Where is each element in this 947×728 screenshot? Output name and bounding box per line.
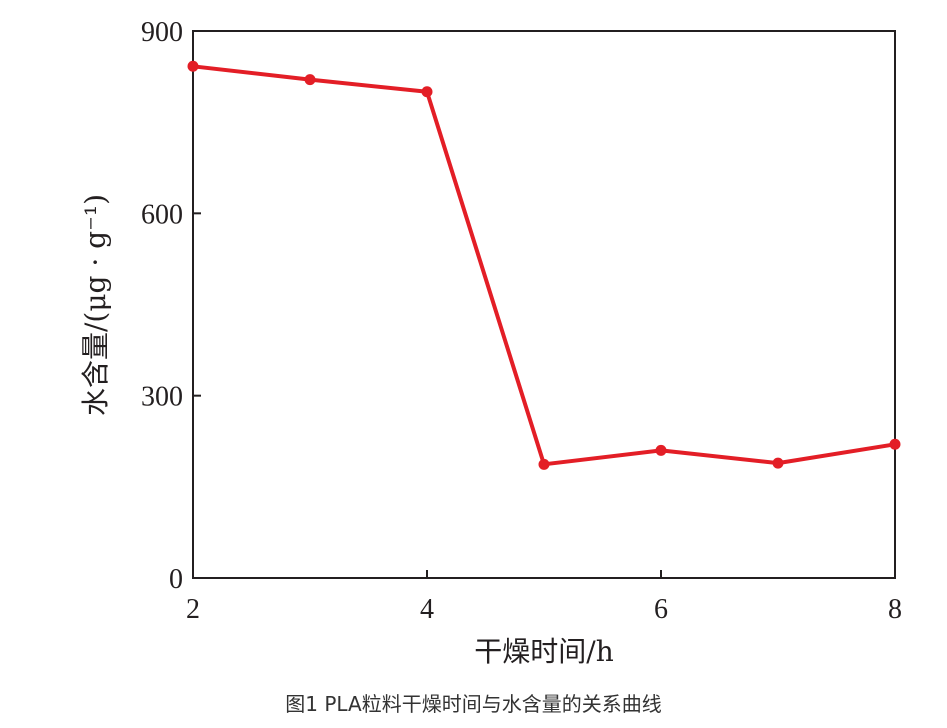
- y-axis-title: 水含量/(μg · g⁻¹): [79, 194, 112, 416]
- data-point: [304, 74, 316, 86]
- y-axis-ticks: 0 300 600 900: [141, 17, 201, 595]
- data-point: [187, 60, 199, 72]
- x-axis-title: 干燥时间/h: [474, 635, 613, 668]
- plot-frame: [192, 30, 896, 579]
- x-tick-label: 8: [888, 594, 902, 625]
- x-tick-label: 2: [186, 594, 200, 625]
- data-point: [772, 457, 784, 469]
- y-tick-label: 600: [141, 199, 183, 230]
- figure-caption: 图1 PLA粒料干燥时间与水含量的关系曲线: [285, 692, 662, 716]
- chart: 2 4 6 8 0 300 600 900 干燥时间/h 水含量/(μg · g⁻¹): [79, 17, 902, 668]
- series-points: [187, 60, 901, 470]
- data-point: [655, 444, 667, 456]
- y-tick-label: 300: [141, 382, 183, 413]
- y-tick-label: 900: [141, 17, 183, 48]
- data-point: [889, 438, 901, 450]
- y-tick-label: 0: [169, 564, 183, 595]
- series-line: [192, 64, 896, 467]
- x-axis-ticks: 2 4 6 8: [186, 570, 902, 625]
- data-point: [421, 86, 433, 98]
- x-tick-label: 6: [654, 594, 668, 625]
- x-tick-label: 4: [420, 594, 434, 625]
- data-point: [538, 458, 550, 470]
